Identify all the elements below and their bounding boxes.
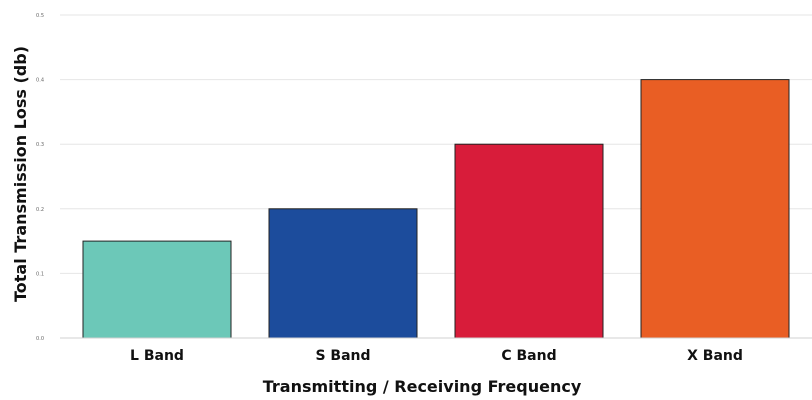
bar-c-band: [454, 143, 604, 339]
y-tick-label: 0.5: [36, 13, 44, 19]
y-tick-label: 0.1: [36, 271, 44, 277]
x-tick-label: S Band: [315, 348, 370, 364]
bar-x-band: [640, 79, 790, 339]
y-tick-label: 0.2: [36, 207, 44, 213]
y-axis-ticks: 0.0 0.1 0.2 0.3 0.4 0.5: [36, 13, 44, 342]
x-tick-label: L Band: [130, 348, 184, 364]
y-tick-label: 0.3: [36, 142, 44, 148]
x-axis-categories: L Band S Band C Band X Band: [130, 348, 743, 364]
bar-l-band: [82, 240, 232, 339]
x-tick-label: C Band: [501, 348, 556, 364]
bars: [82, 79, 790, 339]
y-tick-label: 0.4: [36, 78, 44, 84]
x-axis-title: Transmitting / Receiving Frequency: [263, 377, 582, 396]
y-axis-title: Total Transmission Loss (db): [11, 46, 30, 302]
y-tick-label: 0.0: [36, 336, 44, 342]
x-tick-label: X Band: [687, 348, 743, 364]
bar-s-band: [268, 208, 418, 339]
